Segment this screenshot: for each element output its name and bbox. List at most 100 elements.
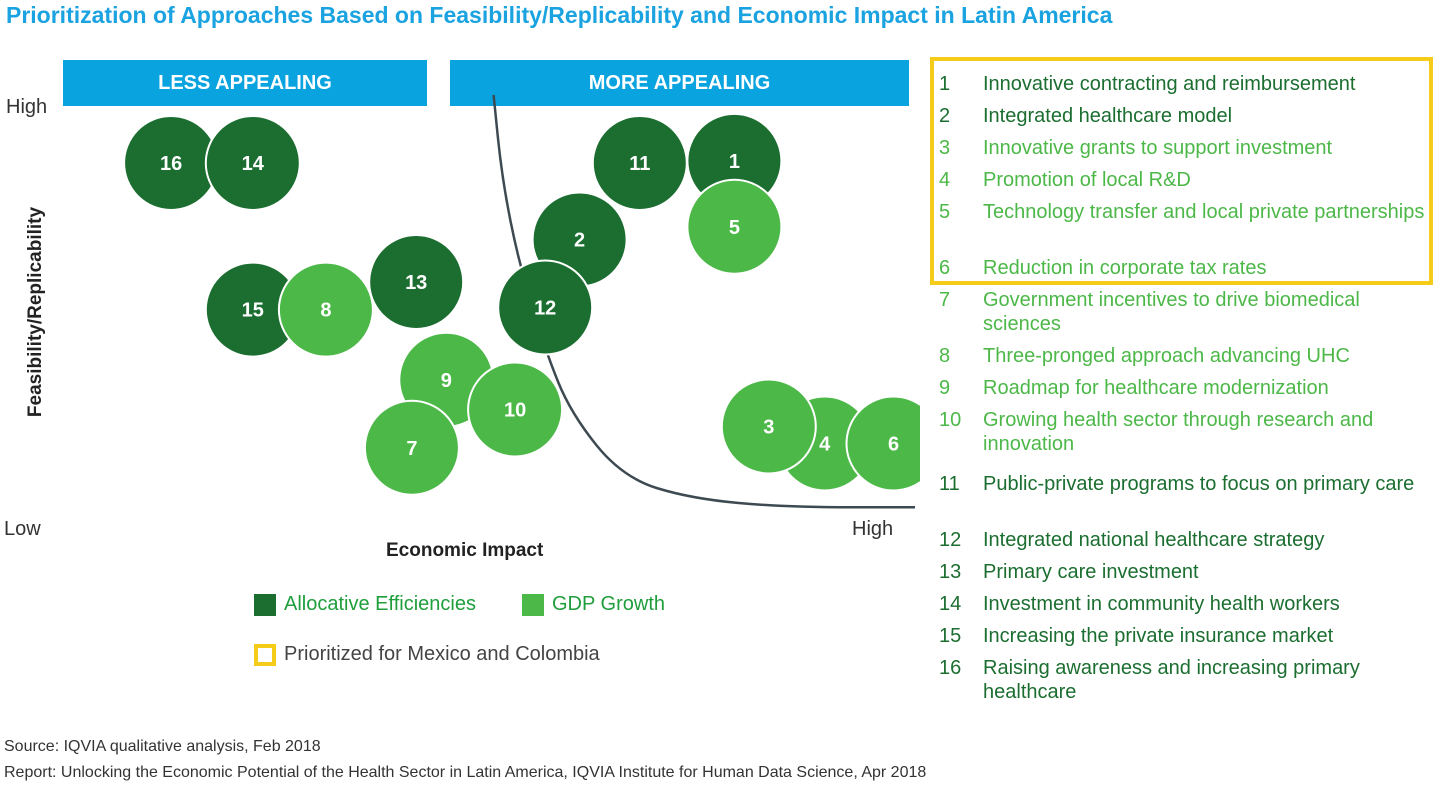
approach-number: 5 xyxy=(939,201,951,223)
approach-text: Integrated healthcare model xyxy=(983,105,1233,127)
bubble-11: 11 xyxy=(591,115,688,211)
legend-swatch-prioritized xyxy=(254,643,276,666)
legend-item-prioritized: Prioritized for Mexico and Colombia xyxy=(254,643,600,666)
approach-text: Primary care investment xyxy=(983,561,1199,583)
approach-number: 12 xyxy=(939,529,962,551)
bubble-3: 3 xyxy=(720,378,817,475)
approach-item-12: 12 Integrated national healthcare strateg… xyxy=(939,528,1433,552)
legend-item-allocative: Allocative Efficiencies xyxy=(254,593,476,616)
approach-item-8: 8 Three-pronged approach advancing UHC xyxy=(939,344,1433,368)
bubble-label-7: 7 xyxy=(406,438,417,460)
appeal-threshold-curve xyxy=(492,94,915,509)
legend-label-gdp: GDP Growth xyxy=(552,593,665,615)
approach-item-13: 13 Primary care investment xyxy=(939,560,1433,584)
approach-item-2: 2 Integrated healthcare model xyxy=(939,104,1433,128)
approach-number: 13 xyxy=(939,561,962,583)
approach-text: Raising awareness and increasing primary… xyxy=(983,657,1360,703)
approach-item-1: 1 Innovative contracting and reimbursemen… xyxy=(939,72,1433,96)
approach-text: Innovative contracting and reimbursement xyxy=(983,73,1356,95)
approach-number: 9 xyxy=(939,377,951,399)
bubble-label-16: 16 xyxy=(160,153,182,175)
source-note: Source: IQVIA qualitative analysis, Feb … xyxy=(4,738,321,755)
bubble-label-10: 10 xyxy=(504,400,526,422)
approach-item-7: 7 Government incentives to drive biomedic… xyxy=(939,288,1433,336)
approach-item-10: 10 Growing health sector through research… xyxy=(939,408,1433,456)
approach-item-3: 3 Innovative grants to support investment xyxy=(939,136,1433,160)
report-note: Report: Unlocking the Economic Potential… xyxy=(4,764,927,781)
approach-number: 14 xyxy=(939,593,962,615)
x-axis-title: Economic Impact xyxy=(386,540,544,561)
approach-text: Technology transfer and local private pa… xyxy=(983,201,1425,223)
less-appealing-banner: LESS APPEALING xyxy=(63,60,427,106)
bubble-label-9: 9 xyxy=(441,370,452,392)
bubble-label-5: 5 xyxy=(729,217,740,239)
bubble-16: 16 xyxy=(123,115,220,211)
y-axis-low-label: Low xyxy=(4,518,41,540)
bubble-label-12: 12 xyxy=(534,298,556,320)
bubble-7: 7 xyxy=(363,399,460,496)
approach-text: Promotion of local R&D xyxy=(983,169,1191,191)
bubble-circle-6 xyxy=(845,395,920,492)
bubble-label-3: 3 xyxy=(763,417,774,439)
bubble-circle-14 xyxy=(204,115,301,211)
approach-text: Government incentives to drive biomedica… xyxy=(983,289,1360,335)
approach-number: 3 xyxy=(939,137,951,159)
chart-title: Prioritization of Approaches Based on Fe… xyxy=(6,2,1113,28)
approach-item-4: 4 Promotion of local R&D xyxy=(939,168,1433,192)
approach-number: 4 xyxy=(939,169,951,191)
approach-item-16: 16 Raising awareness and increasing prima… xyxy=(939,656,1433,704)
approach-number: 2 xyxy=(939,105,951,127)
approach-text: Three-pronged approach advancing UHC xyxy=(983,345,1350,367)
bubble-15: 15 xyxy=(204,261,301,358)
bubble-circle-12 xyxy=(497,259,594,356)
approach-number: 1 xyxy=(939,73,951,95)
bubble-8: 8 xyxy=(277,261,374,358)
bubble-circle-3 xyxy=(720,378,817,475)
bubble-label-4: 4 xyxy=(819,434,831,456)
approach-number: 11 xyxy=(939,473,960,495)
bubble-1: 1 xyxy=(686,112,783,209)
approach-text: Public-private programs to focus on prim… xyxy=(983,473,1415,495)
approach-text: Integrated national healthcare strategy xyxy=(983,529,1325,551)
bubble-label-1: 1 xyxy=(729,151,740,173)
approach-text: Increasing the private insurance market xyxy=(983,625,1334,647)
approach-number: 15 xyxy=(939,625,962,647)
approach-text: Reduction in corporate tax rates xyxy=(983,257,1267,279)
approach-number: 16 xyxy=(939,657,962,679)
legend-item-gdp: GDP Growth xyxy=(522,593,665,616)
legend-swatch-allocative xyxy=(254,593,276,616)
bubble-5: 5 xyxy=(686,178,783,275)
approach-number: 7 xyxy=(939,289,951,311)
bubble-label-8: 8 xyxy=(320,300,331,322)
legend-label-prioritized: Prioritized for Mexico and Colombia xyxy=(284,643,600,665)
legend-label-allocative: Allocative Efficiencies xyxy=(284,593,476,615)
approach-item-6: 6 Reduction in corporate tax rates xyxy=(939,256,1433,280)
approach-text: Roadmap for healthcare modernization xyxy=(983,377,1329,399)
approach-text: Growing health sector through research a… xyxy=(983,409,1374,455)
bubble-label-14: 14 xyxy=(242,153,265,175)
bubble-circle-5 xyxy=(686,178,783,275)
bubble-label-15: 15 xyxy=(242,300,264,322)
approach-text: Investment in community health workers xyxy=(983,593,1340,615)
approach-item-15: 15 Increasing the private insurance marke… xyxy=(939,624,1433,648)
approach-item-11: 11 Public-private programs to focus on pr… xyxy=(939,472,1433,496)
x-axis-high-label: High xyxy=(852,518,894,540)
bubble-14: 14 xyxy=(204,115,301,211)
bubble-6: 6 xyxy=(845,395,920,492)
bubble-circle-7 xyxy=(363,399,460,496)
bubble-10: 10 xyxy=(467,361,564,458)
bubble-label-6: 6 xyxy=(888,434,899,456)
bubble-circle-8 xyxy=(277,261,374,358)
approach-item-5: 5 Technology transfer and local private p… xyxy=(939,200,1433,224)
approach-number: 10 xyxy=(939,409,962,431)
approach-item-9: 9 Roadmap for healthcare modernization xyxy=(939,376,1433,400)
legend-swatch-gdp xyxy=(522,593,544,616)
bubble-13: 13 xyxy=(368,234,465,330)
bubble-label-11: 11 xyxy=(629,153,650,175)
approach-number: 6 xyxy=(939,257,951,279)
y-axis-high-label: High xyxy=(6,96,48,118)
more-appealing-banner: MORE APPEALING xyxy=(450,60,909,106)
bubble-circle-10 xyxy=(467,361,564,458)
